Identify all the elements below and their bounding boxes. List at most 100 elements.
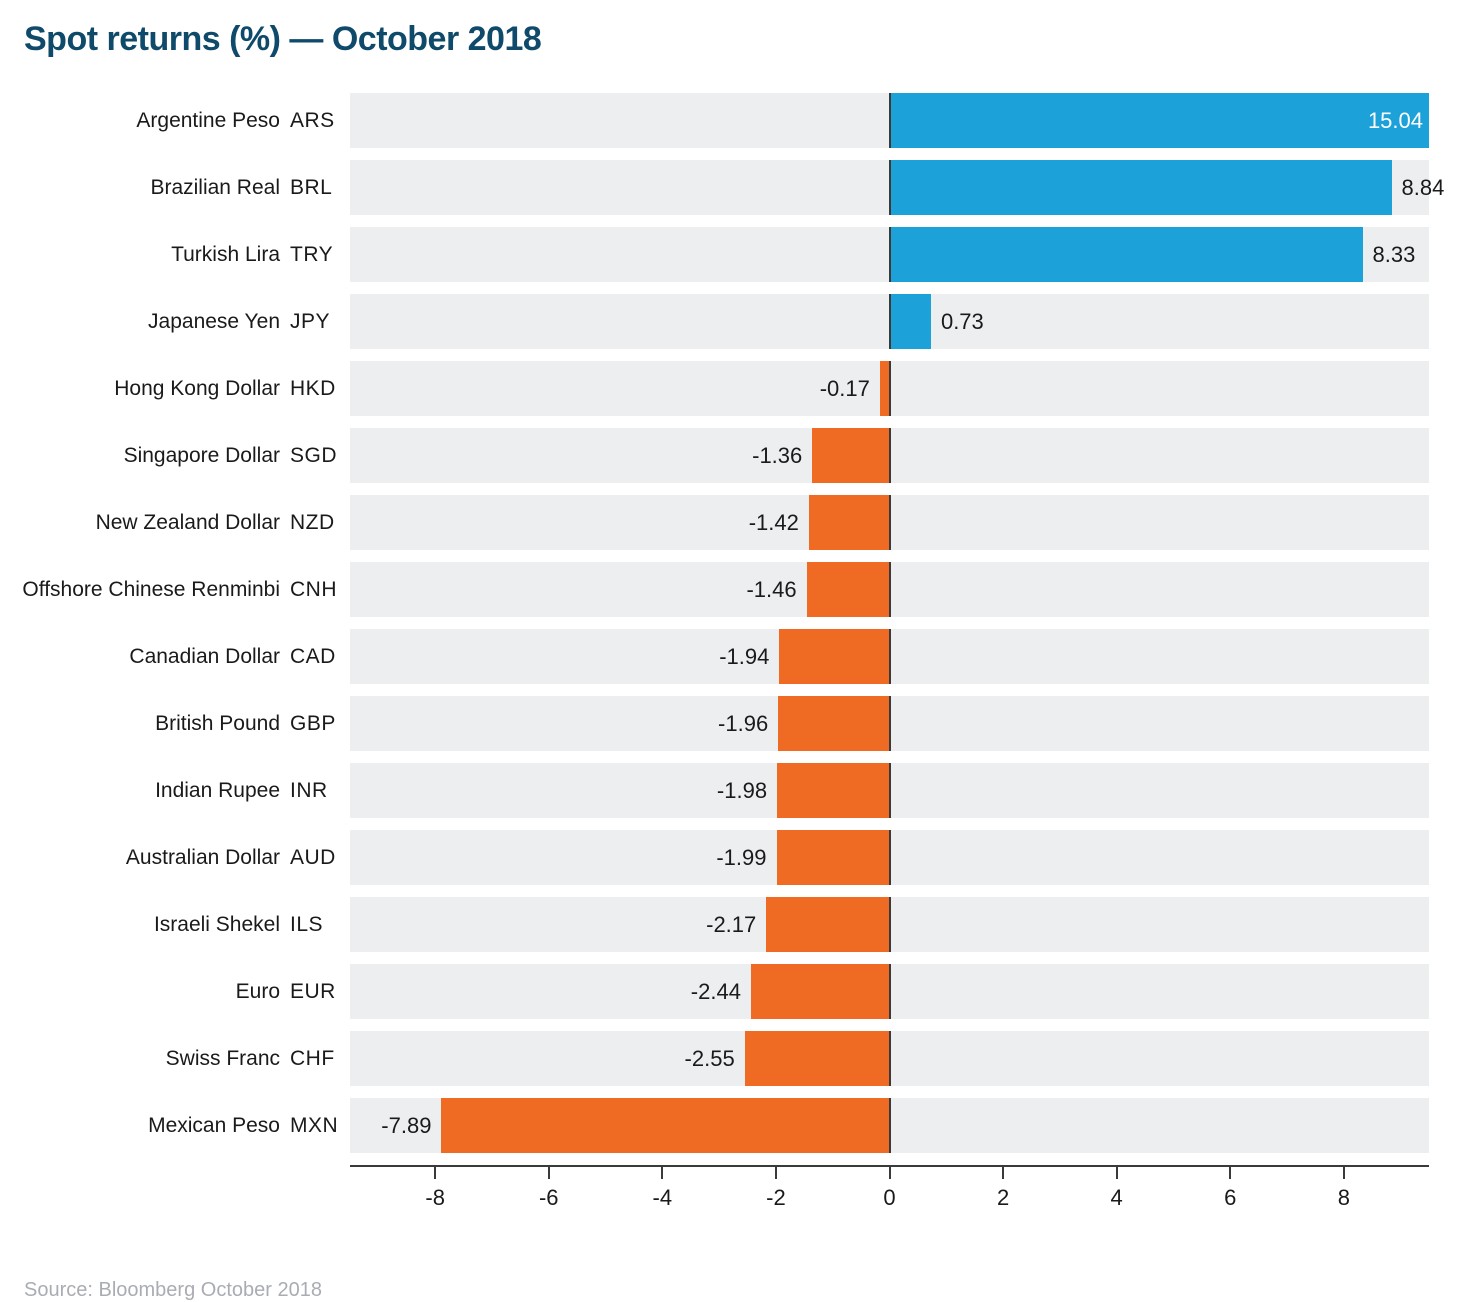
bar-track: 8.33 <box>350 227 1429 282</box>
bar-value: -0.17 <box>820 361 870 416</box>
chart-row: Canadian Dollar CAD -1.94 <box>20 629 1429 684</box>
bar-value: 8.33 <box>1373 227 1416 282</box>
chart-row: Turkish Lira TRY 8.33 <box>20 227 1429 282</box>
chart-row: Mexican PesoMXN-7.89 <box>20 1098 1429 1153</box>
chart-row: Israeli Shekel ILS -2.17 <box>20 897 1429 952</box>
bar <box>777 763 889 818</box>
axis-tick <box>1116 1167 1118 1179</box>
currency-name: Israeli Shekel <box>154 913 280 937</box>
zero-line <box>889 93 891 148</box>
bar-track: -0.17 <box>350 361 1429 416</box>
zero-line <box>889 562 891 617</box>
currency-name: Australian Dollar <box>126 846 280 870</box>
row-label: Turkish Lira TRY <box>20 227 350 282</box>
axis-tick <box>1002 1167 1004 1179</box>
currency-code: JPY <box>290 310 336 334</box>
bar-value: -1.98 <box>717 763 767 818</box>
bar-value: -1.96 <box>718 696 768 751</box>
axis-tick-label: -4 <box>653 1185 673 1211</box>
currency-code: CAD <box>290 645 336 669</box>
chart-row: EuroEUR-2.44 <box>20 964 1429 1019</box>
bar-value: -1.99 <box>716 830 766 885</box>
bar <box>890 227 1363 282</box>
axis-tick <box>889 1167 891 1179</box>
bar-track: -1.99 <box>350 830 1429 885</box>
zero-line <box>889 227 891 282</box>
chart-row: Argentine PesoARS15.04 <box>20 93 1429 148</box>
axis-tick <box>1229 1167 1231 1179</box>
x-axis: -8-6-4-202468 <box>20 1165 1429 1241</box>
bar-track: 8.84 <box>350 160 1429 215</box>
zero-line <box>889 1098 891 1153</box>
chart-row: Australian DollarAUD-1.99 <box>20 830 1429 885</box>
currency-name: Brazilian Real <box>150 176 280 200</box>
row-label: Canadian Dollar CAD <box>20 629 350 684</box>
row-label: New Zealand Dollar NZD <box>20 495 350 550</box>
currency-code: GBP <box>290 712 336 736</box>
row-label: Japanese Yen JPY <box>20 294 350 349</box>
currency-code: TRY <box>290 243 336 267</box>
currency-name: Canadian Dollar <box>129 645 280 669</box>
bar-track: -1.94 <box>350 629 1429 684</box>
axis-tick <box>1343 1167 1345 1179</box>
chart-row: Brazilian RealBRL8.84 <box>20 160 1429 215</box>
zero-line <box>889 763 891 818</box>
row-label: Hong Kong DollarHKD <box>20 361 350 416</box>
currency-name: Mexican Peso <box>148 1114 280 1138</box>
axis-tick-label: 0 <box>883 1185 895 1211</box>
currency-code: CHF <box>290 1047 336 1071</box>
bar-track: 0.73 <box>350 294 1429 349</box>
source-attribution: Source: Bloomberg October 2018 <box>24 1279 1429 1302</box>
bar-value: 8.84 <box>1402 160 1445 215</box>
currency-name: Japanese Yen <box>148 310 280 334</box>
axis-tick-label: 2 <box>997 1185 1009 1211</box>
axis-tick-label: 4 <box>1111 1185 1123 1211</box>
currency-name: Swiss Franc <box>166 1047 280 1071</box>
bar <box>890 294 931 349</box>
chart-title: Spot returns (%) — October 2018 <box>24 20 1429 59</box>
bar-value: 0.73 <box>941 294 984 349</box>
chart-row: Offshore Chinese RenminbiCNH -1.46 <box>20 562 1429 617</box>
bar <box>890 93 1430 148</box>
row-label: Mexican PesoMXN <box>20 1098 350 1153</box>
axis-tick-label: -2 <box>766 1185 786 1211</box>
bar <box>807 562 890 617</box>
zero-line <box>889 830 891 885</box>
chart-row: Japanese Yen JPY 0.73 <box>20 294 1429 349</box>
row-label: Offshore Chinese RenminbiCNH <box>20 562 350 617</box>
currency-code: ILS <box>290 913 336 937</box>
bar <box>812 428 889 483</box>
bar-track: -1.96 <box>350 696 1429 751</box>
bar-track: 15.04 <box>350 93 1429 148</box>
currency-name: Turkish Lira <box>171 243 280 267</box>
bar-track: -7.89 <box>350 1098 1429 1153</box>
zero-line <box>889 294 891 349</box>
axis-tick <box>434 1167 436 1179</box>
zero-line <box>889 1031 891 1086</box>
chart-row: New Zealand DollarNZD-1.42 <box>20 495 1429 550</box>
currency-code: EUR <box>290 980 336 1004</box>
row-label: Singapore DollarSGD <box>20 428 350 483</box>
currency-code: HKD <box>290 377 336 401</box>
zero-line <box>889 361 891 416</box>
bar-value: -2.55 <box>685 1031 735 1086</box>
bar-value: 15.04 <box>1368 93 1423 148</box>
axis-tick-label: 6 <box>1224 1185 1236 1211</box>
bar-value: -1.46 <box>746 562 796 617</box>
currency-name: New Zealand Dollar <box>96 511 280 535</box>
row-label: Swiss Franc CHF <box>20 1031 350 1086</box>
currency-code: NZD <box>290 511 336 535</box>
currency-name: Singapore Dollar <box>124 444 280 468</box>
currency-name: Euro <box>236 980 280 1004</box>
axis-tick-label: -6 <box>539 1185 559 1211</box>
bar <box>809 495 890 550</box>
zero-line <box>889 428 891 483</box>
bar-track: -2.17 <box>350 897 1429 952</box>
bar <box>890 160 1392 215</box>
spot-returns-chart: Argentine PesoARS15.04 Brazilian RealBRL8… <box>20 93 1429 1241</box>
bar <box>779 629 889 684</box>
chart-row: Singapore DollarSGD-1.36 <box>20 428 1429 483</box>
axis-tick <box>775 1167 777 1179</box>
currency-name: Offshore Chinese Renminbi <box>22 578 280 602</box>
bar <box>745 1031 890 1086</box>
